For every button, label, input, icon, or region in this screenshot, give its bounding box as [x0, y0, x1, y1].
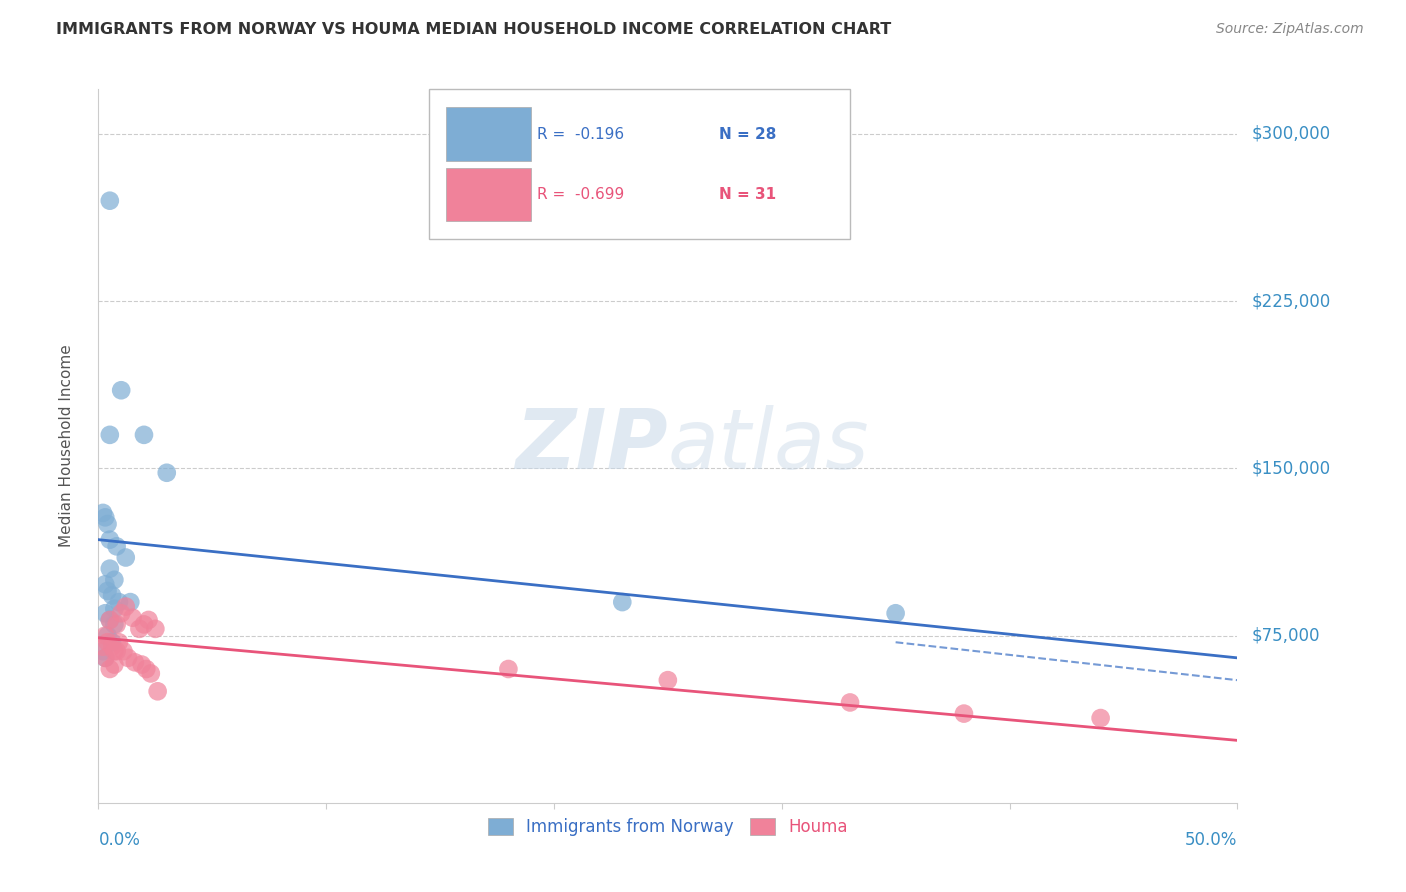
Point: [131, 657, 153, 672]
Point: [103, 617, 125, 632]
Point: [657, 673, 679, 687]
Point: [117, 651, 139, 665]
Point: [96, 516, 118, 531]
FancyBboxPatch shape: [446, 168, 531, 221]
Point: [132, 427, 155, 442]
Point: [94, 577, 117, 591]
Text: R =  -0.196: R = -0.196: [537, 128, 624, 143]
Y-axis label: Median Household Income: Median Household Income: [59, 344, 75, 548]
Text: 0.0%: 0.0%: [98, 831, 141, 849]
Point: [114, 599, 136, 614]
Point: [94, 628, 117, 642]
Point: [98, 613, 121, 627]
Point: [103, 657, 125, 672]
FancyBboxPatch shape: [446, 107, 531, 161]
Point: [98, 194, 121, 208]
Point: [101, 635, 124, 649]
Point: [101, 589, 124, 603]
Point: [94, 607, 117, 621]
Point: [145, 622, 167, 636]
Point: [110, 607, 132, 621]
Text: R =  -0.699: R = -0.699: [537, 187, 624, 202]
Text: $150,000: $150,000: [1251, 459, 1330, 477]
Point: [103, 573, 125, 587]
Point: [98, 427, 121, 442]
Point: [103, 644, 125, 658]
Point: [498, 662, 520, 676]
Point: [96, 635, 118, 649]
Point: [138, 613, 160, 627]
Point: [108, 595, 131, 609]
Point: [156, 466, 179, 480]
Point: [94, 651, 117, 665]
Point: [91, 644, 114, 658]
Point: [953, 706, 976, 721]
Point: [114, 550, 136, 565]
Text: ZIP: ZIP: [515, 406, 668, 486]
Point: [103, 601, 125, 615]
Point: [135, 662, 157, 676]
Text: $300,000: $300,000: [1251, 125, 1330, 143]
Point: [110, 383, 132, 397]
Text: Source: ZipAtlas.com: Source: ZipAtlas.com: [1216, 22, 1364, 37]
Point: [108, 635, 131, 649]
FancyBboxPatch shape: [429, 89, 851, 239]
Point: [98, 533, 121, 547]
Text: $75,000: $75,000: [1251, 626, 1320, 645]
Point: [146, 684, 169, 698]
Text: $225,000: $225,000: [1251, 292, 1330, 310]
Point: [105, 617, 128, 632]
Text: 50.0%: 50.0%: [1185, 831, 1237, 849]
Point: [105, 644, 128, 658]
Point: [839, 696, 862, 710]
Point: [98, 562, 121, 576]
Point: [128, 622, 150, 636]
Point: [96, 628, 118, 642]
Point: [1090, 711, 1112, 725]
Point: [96, 583, 118, 598]
Point: [98, 662, 121, 676]
Text: IMMIGRANTS FROM NORWAY VS HOUMA MEDIAN HOUSEHOLD INCOME CORRELATION CHART: IMMIGRANTS FROM NORWAY VS HOUMA MEDIAN H…: [56, 22, 891, 37]
Point: [98, 613, 121, 627]
Point: [612, 595, 634, 609]
Point: [91, 640, 114, 654]
Text: N = 31: N = 31: [718, 187, 776, 202]
Point: [94, 651, 117, 665]
Point: [101, 640, 124, 654]
Point: [91, 506, 114, 520]
Point: [94, 510, 117, 524]
Legend: Immigrants from Norway, Houma: Immigrants from Norway, Houma: [479, 810, 856, 845]
Point: [124, 655, 146, 669]
Point: [139, 666, 162, 681]
Text: N = 28: N = 28: [718, 128, 776, 143]
Point: [121, 610, 143, 624]
Point: [132, 617, 155, 632]
Point: [884, 607, 907, 621]
Text: atlas: atlas: [668, 406, 869, 486]
Point: [120, 595, 142, 609]
Point: [105, 539, 128, 553]
Point: [112, 644, 135, 658]
